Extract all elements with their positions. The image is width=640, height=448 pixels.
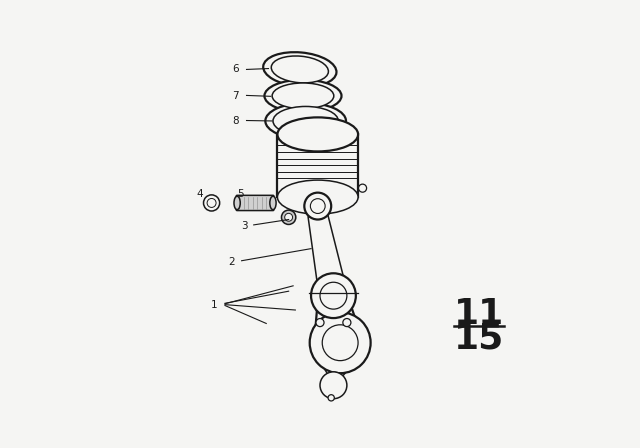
Text: 6: 6 [232,65,239,74]
Circle shape [328,395,334,401]
Text: 7: 7 [232,91,239,101]
Ellipse shape [234,196,240,210]
Polygon shape [308,213,348,298]
Ellipse shape [264,80,342,112]
Circle shape [316,319,324,327]
Text: 1: 1 [211,300,217,310]
Circle shape [320,282,347,309]
Text: 11: 11 [454,297,504,331]
Ellipse shape [263,52,337,87]
Circle shape [282,210,296,224]
Circle shape [320,372,347,399]
Circle shape [310,199,325,214]
Text: 8: 8 [232,116,239,126]
Circle shape [323,325,358,361]
Ellipse shape [278,117,358,151]
Circle shape [207,198,216,207]
Text: 5: 5 [237,189,244,199]
Circle shape [285,213,292,221]
Ellipse shape [273,107,339,135]
Text: 2: 2 [228,257,235,267]
Ellipse shape [271,56,328,83]
Text: 4: 4 [196,189,203,199]
Circle shape [310,312,371,373]
Circle shape [204,195,220,211]
FancyBboxPatch shape [236,195,274,211]
Circle shape [305,193,332,220]
Circle shape [358,184,367,192]
Ellipse shape [272,83,334,109]
Text: 3: 3 [241,221,248,231]
Ellipse shape [278,180,358,214]
Text: 15: 15 [454,321,504,355]
Circle shape [343,319,351,327]
Ellipse shape [270,196,276,210]
Ellipse shape [266,103,346,139]
Circle shape [311,273,356,318]
